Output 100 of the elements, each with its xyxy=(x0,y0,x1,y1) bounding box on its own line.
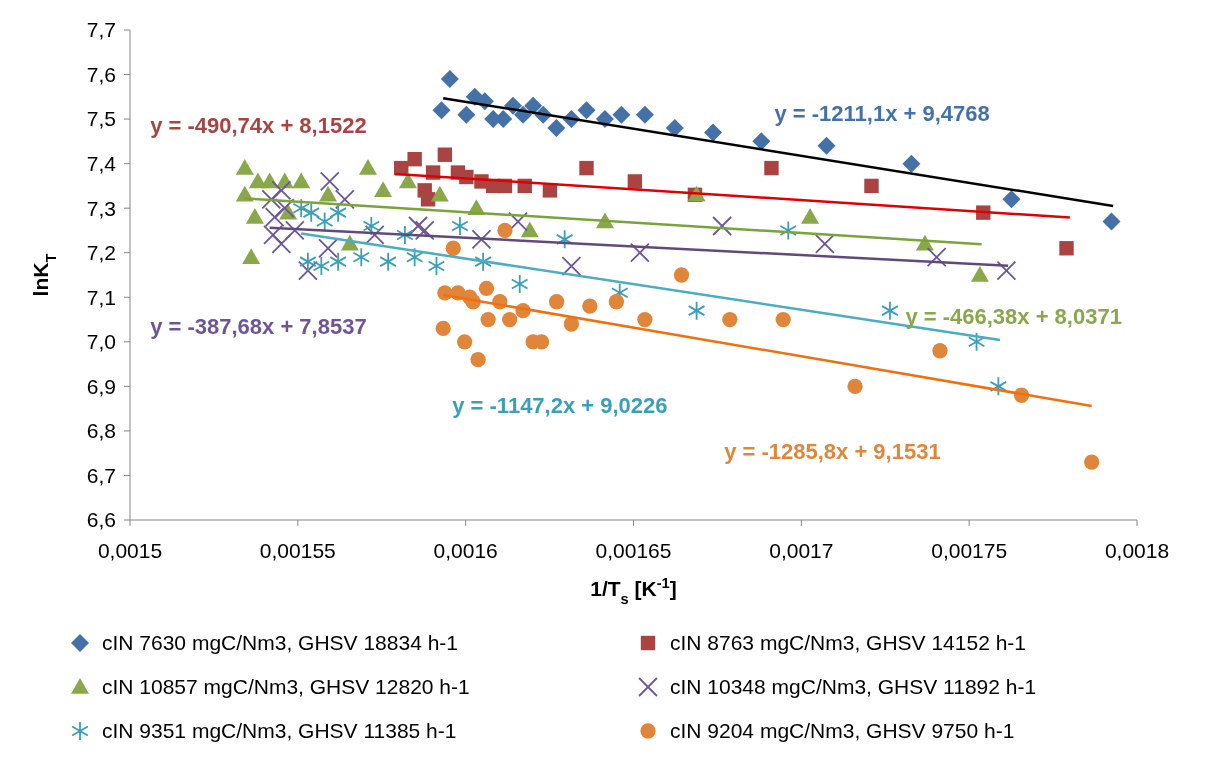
y-tick-label: 6,6 xyxy=(86,508,116,532)
y-tick-label: 7,7 xyxy=(86,18,116,42)
point xyxy=(427,256,446,276)
point xyxy=(405,247,424,268)
point xyxy=(471,229,492,250)
x-tick-label: 0,0016 xyxy=(433,539,498,562)
annotation: y = -490,74x + 8,1522 xyxy=(150,113,367,139)
point xyxy=(432,101,451,120)
point xyxy=(430,185,449,202)
point xyxy=(396,225,414,245)
point xyxy=(315,211,334,232)
point xyxy=(779,220,797,241)
x-tick-label: 0,00155 xyxy=(259,539,336,562)
point xyxy=(329,202,347,223)
point xyxy=(407,151,422,167)
point xyxy=(329,251,347,272)
point xyxy=(1059,241,1074,256)
point xyxy=(352,247,370,268)
point xyxy=(764,160,779,176)
point xyxy=(445,240,461,256)
point xyxy=(364,225,385,245)
point xyxy=(457,105,476,124)
point xyxy=(687,300,706,321)
point xyxy=(1002,190,1021,209)
point xyxy=(967,331,986,352)
point xyxy=(847,378,863,395)
point xyxy=(292,172,311,189)
point xyxy=(612,105,631,124)
legend-label: cIN 9204 mgC/Nm3, GHSV 9750 h-1 xyxy=(670,719,1015,743)
legend-label: cIN 10348 mgC/Nm3, GHSV 11892 h-1 xyxy=(670,675,1037,699)
y-tick-label: 7,3 xyxy=(86,196,116,220)
point xyxy=(752,132,771,151)
annotation: y = -1147,2x + 9,0226 xyxy=(452,392,668,418)
point xyxy=(435,320,451,337)
point xyxy=(470,351,486,368)
x-tick-label: 0,00175 xyxy=(931,539,1008,562)
y-tick-label: 6,8 xyxy=(86,419,116,443)
point xyxy=(712,216,733,236)
y-tick-label: 7,6 xyxy=(86,62,116,86)
point xyxy=(673,267,690,283)
point xyxy=(312,256,331,276)
legend-label: cIN 10857 mgC/Nm3, GHSV 12820 h-1 xyxy=(102,675,470,699)
annotation: y = -387,68x + 7,8537 xyxy=(150,314,367,340)
y-tick-label: 6,7 xyxy=(86,463,116,487)
point xyxy=(704,123,723,142)
legend-label: cIN 9351 mgC/Nm3, GHSV 11385 h-1 xyxy=(102,719,457,743)
y-tick-label: 7,4 xyxy=(86,151,117,175)
point xyxy=(501,311,518,328)
point xyxy=(319,171,340,192)
point xyxy=(627,174,643,189)
point xyxy=(1102,212,1121,231)
point xyxy=(440,70,459,88)
point xyxy=(996,260,1017,281)
point xyxy=(579,160,594,176)
point xyxy=(629,242,650,263)
point xyxy=(547,119,566,137)
point xyxy=(577,101,596,120)
point xyxy=(242,248,261,264)
legend-label: cIN 8763 mgC/Nm3, GHSV 14152 h-1 xyxy=(670,631,1026,655)
point xyxy=(318,238,338,259)
point xyxy=(932,343,948,359)
point xyxy=(284,220,305,241)
point xyxy=(271,233,292,254)
point xyxy=(437,147,453,162)
annotation: y = -466,38x + 8,0371 xyxy=(905,304,1122,330)
point xyxy=(414,220,435,241)
point xyxy=(989,376,1008,397)
point xyxy=(926,247,947,268)
point xyxy=(722,311,738,328)
point xyxy=(358,159,377,175)
point xyxy=(261,189,282,210)
y-tick-label: 7,0 xyxy=(86,330,116,354)
point xyxy=(864,178,879,194)
point xyxy=(775,311,791,328)
point xyxy=(271,180,292,201)
y-tick-label: 6,9 xyxy=(86,374,116,398)
point xyxy=(563,316,580,332)
x-tick-label: 0,0017 xyxy=(769,539,834,562)
point xyxy=(497,222,513,239)
point xyxy=(451,216,469,236)
annotation: y = -1211,1x + 9,4768 xyxy=(774,101,990,126)
x-axis-title: 1/T$_{s}$ [K$^{-1}$] xyxy=(590,575,677,607)
point xyxy=(635,105,654,124)
point xyxy=(362,216,381,236)
point xyxy=(263,225,283,245)
point xyxy=(245,208,264,224)
point xyxy=(334,189,355,210)
point xyxy=(555,229,574,250)
y-tick-label: 7,1 xyxy=(86,285,116,309)
point xyxy=(902,154,921,173)
point xyxy=(637,311,653,328)
x-tick-label: 0,0018 xyxy=(1104,539,1170,562)
point xyxy=(474,251,492,272)
y-tick-label: 7,5 xyxy=(86,107,116,131)
point xyxy=(1084,454,1100,470)
x-tick-label: 0,0015 xyxy=(97,539,163,562)
point xyxy=(299,251,317,272)
point xyxy=(548,294,565,310)
point xyxy=(508,211,528,232)
point xyxy=(801,208,820,224)
